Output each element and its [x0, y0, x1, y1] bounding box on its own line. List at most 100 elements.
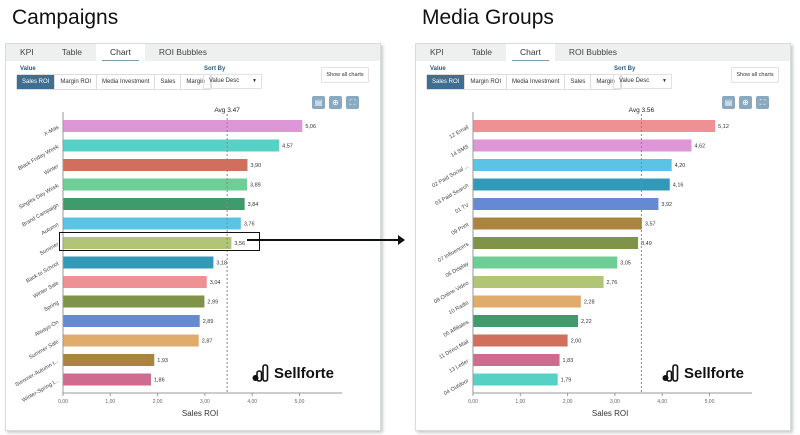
bar[interactable]: [63, 237, 232, 249]
bar-value-label: 2,99: [207, 300, 218, 306]
bar[interactable]: [63, 334, 199, 347]
campaigns-panel: KPI Table Chart ROI Bubbles Value Sales ROI Ma…: [5, 43, 381, 431]
bar-value-label: 3,18: [216, 261, 227, 267]
value-option-sales-roi[interactable]: Sales ROI: [17, 75, 56, 89]
bar[interactable]: [63, 178, 247, 191]
bar[interactable]: [63, 373, 151, 386]
average-label: Avg 3.56: [629, 107, 655, 114]
bar[interactable]: [63, 295, 205, 308]
bar[interactable]: [473, 334, 568, 347]
category-label: 14 SMS: [450, 144, 470, 159]
category-label: Summer: [39, 241, 60, 257]
value-option-media-investment[interactable]: Media Investment: [507, 75, 566, 89]
category-label: 07 Influencers: [437, 241, 470, 264]
bar[interactable]: [473, 198, 659, 210]
bar[interactable]: [63, 354, 155, 366]
campaigns-title: Campaigns: [12, 6, 119, 29]
sort-dropdown[interactable]: Value Desc ▼: [613, 74, 672, 89]
value-label: Value: [430, 66, 446, 72]
value-option-margin[interactable]: Margin: [181, 75, 211, 89]
bar-value-label: 3,05: [620, 261, 631, 267]
zoom-icon: ⊕: [332, 98, 339, 107]
bar[interactable]: [63, 159, 248, 171]
bar[interactable]: [473, 256, 618, 269]
category-label: 09 Print: [451, 222, 471, 237]
bar-value-label: 5,06: [305, 124, 316, 130]
x-axis-title: Sales ROI: [592, 409, 628, 418]
bar-value-label: 1,93: [157, 358, 168, 364]
value-option-margin[interactable]: Margin: [591, 75, 621, 89]
value-option-media-investment[interactable]: Media Investment: [97, 75, 156, 89]
bar[interactable]: [473, 315, 579, 327]
bar[interactable]: [473, 159, 672, 171]
bar-value-label: 1,83: [563, 358, 574, 364]
bar[interactable]: [63, 120, 303, 132]
tab-chart[interactable]: Chart: [506, 44, 555, 61]
tab-kpi[interactable]: KPI: [20, 47, 34, 57]
value-option-margin-roi[interactable]: Margin ROI: [55, 75, 98, 89]
fullscreen-button[interactable]: ⛶: [346, 96, 359, 109]
media-groups-panel: KPI Table Chart ROI Bubbles Value Sales ROI Ma…: [415, 43, 791, 431]
tab-table[interactable]: Table: [61, 47, 83, 57]
bar-value-label: 3,90: [250, 163, 261, 169]
x-tick-label: 0,00: [58, 399, 68, 405]
tab-bar: KPI Table Chart ROI Bubbles: [6, 44, 380, 61]
sellforte-logo-icon: [252, 364, 269, 382]
category-label: 05 Affiliates: [443, 319, 470, 338]
bar[interactable]: [473, 178, 670, 191]
x-tick-label: 4,00: [657, 399, 667, 405]
fullscreen-icon: ⛶: [759, 98, 766, 107]
category-label: Winter: [43, 163, 60, 176]
bar-value-label: 5,12: [718, 124, 729, 130]
bar[interactable]: [63, 276, 207, 288]
x-tick-label: 2,00: [153, 399, 163, 405]
fullscreen-button[interactable]: ⛶: [756, 96, 769, 109]
bar[interactable]: [473, 354, 560, 366]
value-option-sales[interactable]: Sales: [565, 75, 592, 89]
x-tick-label: 1,00: [105, 399, 115, 405]
export-button[interactable]: ▤: [312, 96, 325, 109]
brand-name: Sellforte: [684, 364, 745, 382]
bar[interactable]: [473, 139, 692, 152]
category-label: X-Mas: [43, 124, 60, 137]
chevron-down-icon: ▼: [252, 78, 257, 84]
category-label: Summer Sale: [28, 339, 60, 361]
show-all-charts-button[interactable]: Show all charts: [321, 67, 369, 83]
category-label: Autumn: [41, 222, 60, 237]
bar[interactable]: [473, 276, 604, 288]
export-button[interactable]: ▤: [722, 96, 735, 109]
zoom-button[interactable]: ⊕: [739, 96, 752, 109]
zoom-button[interactable]: ⊕: [329, 96, 342, 109]
category-label: Always-On: [34, 320, 60, 338]
tab-kpi[interactable]: KPI: [430, 47, 444, 57]
bar[interactable]: [473, 237, 639, 249]
bar-value-label: 4,57: [282, 144, 293, 150]
bar[interactable]: [473, 373, 558, 386]
bar[interactable]: [473, 295, 581, 308]
tab-table[interactable]: Table: [471, 47, 493, 57]
sort-dropdown[interactable]: Value Desc ▼: [203, 74, 262, 89]
bar[interactable]: [63, 315, 200, 327]
value-option-sales[interactable]: Sales: [155, 75, 182, 89]
value-option-margin-roi[interactable]: Margin ROI: [465, 75, 508, 89]
bar[interactable]: [63, 217, 241, 230]
value-option-sales-roi[interactable]: Sales ROI: [427, 75, 466, 89]
show-all-charts-button[interactable]: Show all charts: [731, 67, 779, 83]
category-label: 04 Outdoor: [443, 378, 470, 397]
value-selector: Sales ROI Margin ROI Media Investment Sales…: [16, 74, 212, 90]
bar[interactable]: [473, 120, 716, 132]
bar-value-label: 2,00: [571, 339, 582, 345]
tab-roi-bubbles[interactable]: ROI Bubbles: [158, 47, 208, 57]
export-icon: ▤: [724, 98, 733, 107]
tab-chart[interactable]: Chart: [96, 44, 145, 61]
tab-roi-bubbles[interactable]: ROI Bubbles: [568, 47, 618, 57]
bar[interactable]: [473, 217, 642, 230]
x-tick-label: 5,00: [295, 399, 305, 405]
x-tick-label: 3,00: [610, 399, 620, 405]
bar[interactable]: [63, 256, 214, 269]
bar-value-label: 4,62: [695, 144, 706, 150]
bar-value-label: 3,56: [234, 241, 245, 247]
bar[interactable]: [63, 198, 245, 210]
bar[interactable]: [63, 139, 280, 152]
